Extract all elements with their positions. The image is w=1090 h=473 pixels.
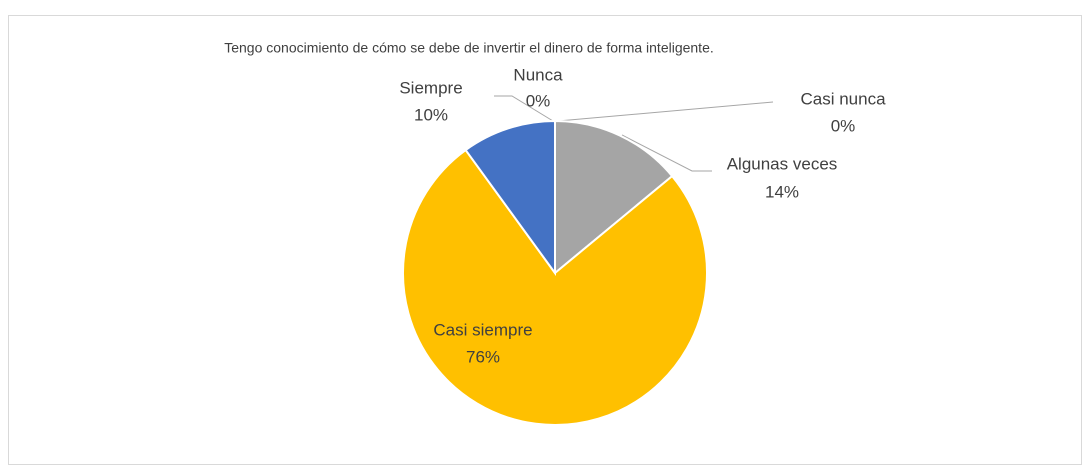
pie-slice [554, 119, 674, 276]
leader-line [494, 95, 554, 122]
data-label-value: 76% [466, 347, 500, 366]
leader-line [621, 134, 712, 172]
data-label-value: 0% [526, 91, 551, 110]
data-label-name: Casi siempre [433, 320, 532, 339]
chart-title: Tengo conocimiento de cómo se debe de in… [224, 40, 714, 56]
data-label-value: 14% [765, 182, 799, 201]
pie-slice [464, 119, 556, 277]
leader-line [557, 101, 774, 122]
data-label-name: Algunas veces [727, 154, 838, 173]
data-label-name: Nunca [513, 65, 563, 84]
pie-slice [402, 148, 708, 426]
data-label-value: 10% [414, 105, 448, 124]
data-label-name: Siempre [399, 78, 462, 97]
data-label-name: Casi nunca [800, 89, 886, 108]
data-label-value: 0% [831, 116, 856, 135]
leader-lines [494, 95, 774, 172]
